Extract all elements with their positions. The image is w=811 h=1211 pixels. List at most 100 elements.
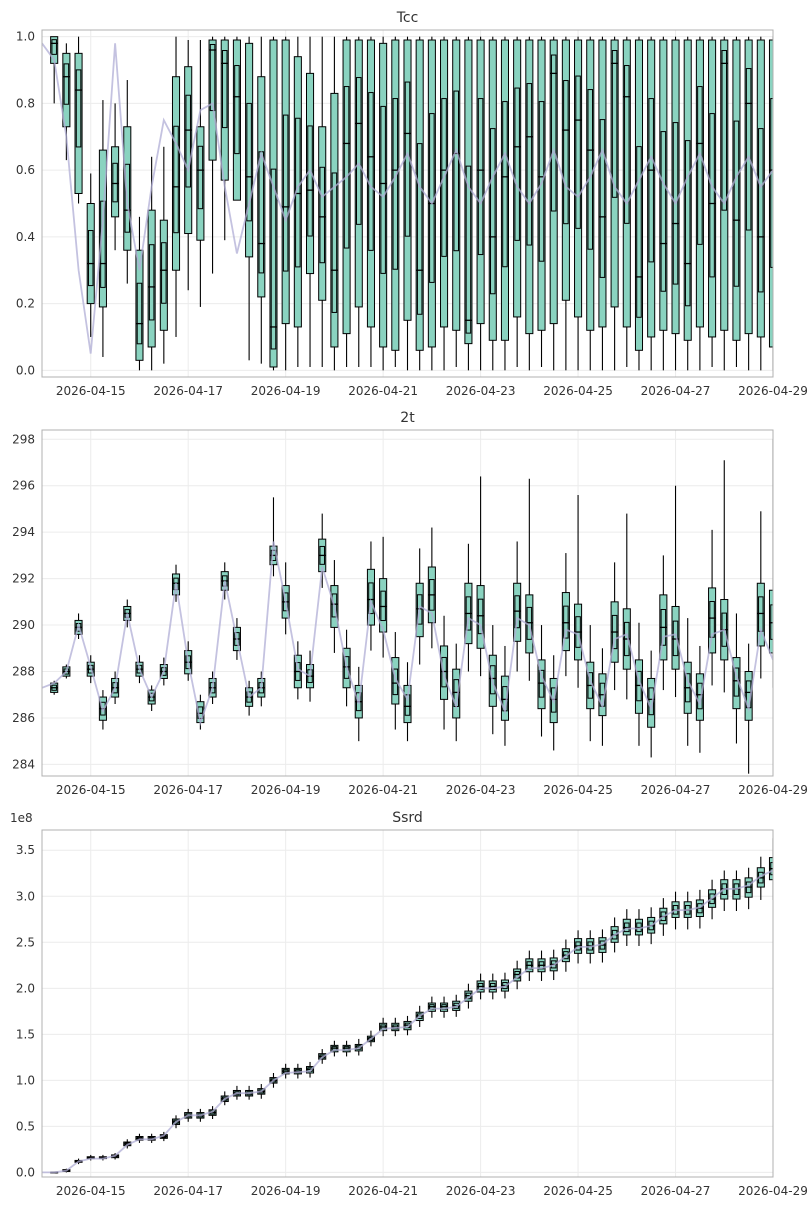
box-44 (586, 625, 595, 742)
y-tick-label: 0.8 (16, 96, 35, 110)
x-tick-label: 2026-04-17 (153, 1184, 223, 1198)
y-tick-label: 286 (12, 711, 35, 725)
tcc-title: Tcc (396, 10, 419, 26)
tcc-panel: 0.0 0.2 0.4 0.6 0.8 1.0 2026-04-15 2026-04-17 20… (16, 10, 808, 398)
box-26 (366, 36, 375, 367)
inner-box (75, 69, 82, 148)
box-24 (342, 36, 351, 367)
ssrd-axes-frame (41, 829, 774, 1178)
x-tick-label: 2026-04-29 (738, 783, 808, 797)
2t-panel: 284 286 288 290 292 294 296 298 2026-04-15 2026-0… (12, 410, 808, 797)
inner-box (709, 113, 715, 278)
box-34 (464, 543, 473, 672)
box-46 (610, 562, 619, 691)
box-30 (415, 36, 424, 371)
inner-box (51, 39, 57, 55)
inner-box (502, 101, 508, 268)
y-tick-label: 292 (12, 572, 35, 586)
box-43 (574, 930, 583, 964)
y-tick-label: 288 (12, 665, 35, 679)
box-27 (379, 1017, 388, 1037)
box-25 (354, 36, 363, 367)
box-11 (184, 40, 193, 291)
box-45 (598, 36, 607, 371)
x-tick-label: 2026-04-21 (348, 384, 418, 398)
inner-box (380, 105, 386, 274)
box-46 (610, 36, 619, 371)
y-tick-label: 284 (12, 757, 35, 771)
inner-box (599, 119, 606, 278)
box-12 (196, 40, 205, 307)
inner-box (221, 50, 228, 129)
inner-box (709, 600, 715, 638)
box-29 (403, 36, 412, 371)
x-tick-label: 2026-04-29 (738, 384, 808, 398)
box-39 (525, 36, 534, 371)
box-3 (86, 173, 95, 337)
box-36 (488, 973, 497, 1000)
box-33 (452, 643, 461, 742)
inner-box (416, 143, 423, 315)
y-tick-label: 3.5 (16, 843, 35, 857)
inner-box (624, 65, 630, 224)
x-tick-label: 2026-04-23 (446, 1184, 516, 1198)
inner-box (246, 102, 252, 222)
y-tick-label: 2.0 (16, 981, 35, 995)
box-31 (427, 527, 436, 649)
x-tick-label: 2026-04-25 (543, 783, 613, 797)
box-27 (379, 536, 388, 658)
x-tick-label: 2026-04-17 (153, 384, 223, 398)
box-58 (756, 36, 765, 371)
x-tick-label: 2026-04-15 (56, 783, 126, 797)
box-43 (574, 36, 583, 371)
box-38 (513, 36, 522, 367)
ssrd-panel: 0.0 0.5 1.0 1.5 2.0 2.5 3.0 3.5 2026-04-15 2026-0… (10, 810, 808, 1198)
box-58 (756, 511, 765, 679)
box-14 (220, 36, 229, 241)
inner-box (136, 282, 143, 345)
box-52 (683, 36, 692, 371)
box-57 (744, 36, 753, 371)
x-tick-label: 2026-04-15 (56, 1184, 126, 1198)
tcc-plot-area (42, 36, 773, 371)
x-tick-label: 2026-04-27 (641, 1184, 711, 1198)
box-28 (391, 1017, 400, 1037)
x-tick-label: 2026-04-25 (543, 1184, 613, 1198)
box-7 (135, 216, 144, 371)
y-tick-label: 0.0 (16, 1165, 35, 1179)
y-tick-label: 2.5 (16, 935, 35, 949)
tcc-axes-frame (41, 29, 774, 378)
y-tick-label: 296 (12, 479, 35, 493)
inner-box (368, 582, 374, 615)
y-tick-label: 1.5 (16, 1027, 35, 1041)
y-tick-label: 294 (12, 525, 35, 539)
box-39 (525, 950, 534, 981)
box-13 (208, 36, 217, 274)
inner-box (660, 131, 667, 292)
inner-box (331, 172, 338, 313)
y-tick-label: 0.6 (16, 163, 35, 177)
inner-box (721, 50, 728, 211)
box-2 (74, 36, 83, 204)
box-53 (695, 36, 704, 371)
box-23 (330, 36, 339, 371)
box-27 (379, 36, 388, 371)
box-47 (622, 36, 631, 367)
box-37 (500, 645, 509, 746)
box-48 (634, 36, 644, 371)
box-49 (647, 36, 656, 371)
inner-box (550, 54, 557, 212)
2t-plot-area (42, 439, 773, 774)
box-35 (476, 476, 485, 677)
x-tick-label: 2026-04-29 (738, 1184, 808, 1198)
inner-box (611, 50, 618, 198)
y-tick-label: 1.0 (16, 1073, 35, 1087)
inner-box (453, 90, 459, 252)
box-15 (232, 36, 241, 201)
box-9 (159, 146, 168, 364)
inner-box (368, 92, 374, 251)
inner-box (733, 120, 740, 287)
2t-axes-frame (41, 429, 774, 777)
ssrd-series-line (42, 869, 773, 1174)
